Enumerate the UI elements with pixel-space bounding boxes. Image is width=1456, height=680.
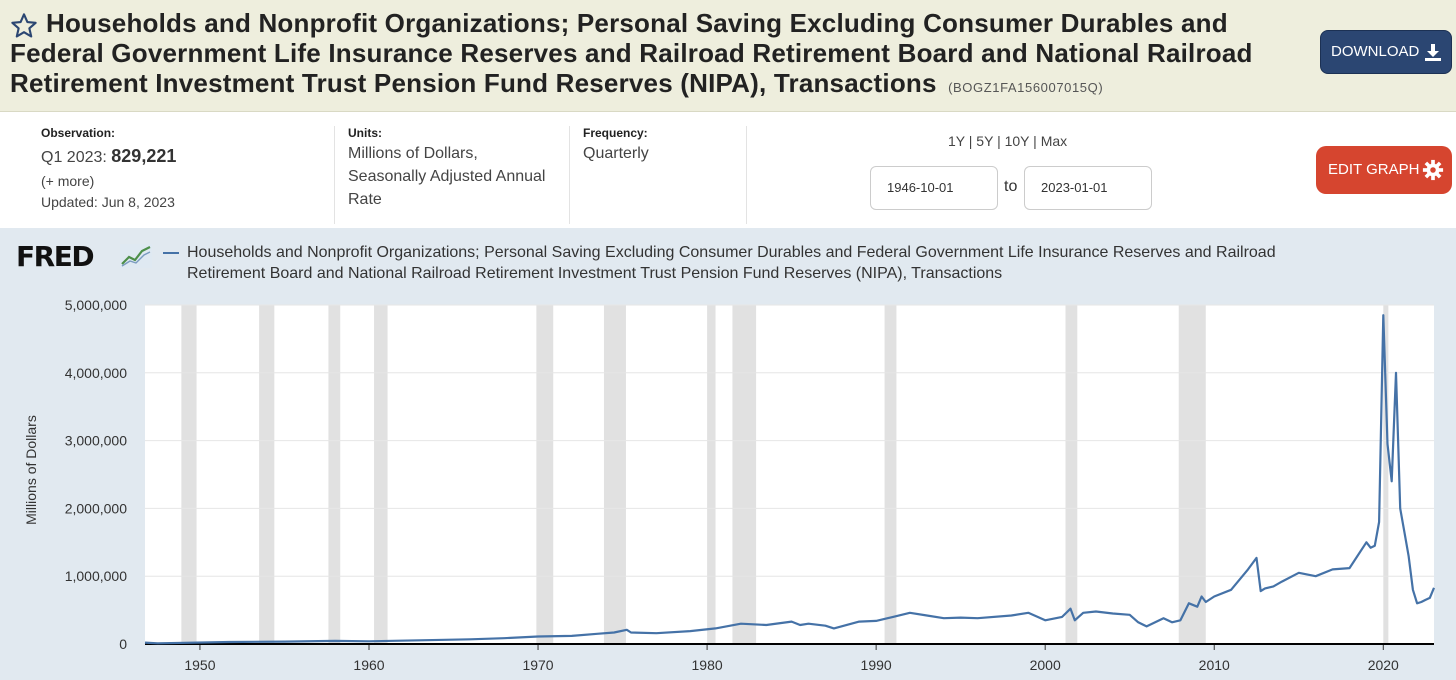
series-title: Households and Nonprofit Organizations; …	[10, 8, 1280, 103]
to-label: to	[1004, 178, 1018, 195]
x-tick-label: 1980	[692, 657, 723, 673]
start-date-input[interactable]: 1946-10-01	[870, 166, 998, 210]
download-button[interactable]: DOWNLOAD	[1320, 30, 1452, 74]
end-date-input[interactable]: 2023-01-01	[1024, 166, 1152, 210]
recession-band	[732, 305, 757, 644]
x-tick-label: 1970	[522, 657, 553, 673]
date-range-shortcuts: 1Y | 5Y | 10Y | Max	[948, 133, 1067, 149]
recession-band	[328, 305, 341, 644]
fred-chart-icon	[120, 244, 152, 268]
recession-band	[374, 305, 388, 644]
download-label: DOWNLOAD	[1331, 43, 1420, 60]
fred-logo[interactable]: FRED	[16, 240, 95, 273]
range-max-link[interactable]: Max	[1040, 133, 1068, 149]
y-tick-label: 1,000,000	[65, 568, 127, 584]
y-tick-label: 0	[119, 636, 127, 652]
legend-label: Households and Nonprofit Organizations; …	[187, 244, 1276, 282]
chart-area: FRED Households and Nonprofit Organizati…	[0, 228, 1456, 680]
x-tick-label: 1990	[861, 657, 892, 673]
y-tick-label: 4,000,000	[65, 365, 127, 381]
units-line-3: Rate	[348, 191, 382, 208]
y-tick-label: 5,000,000	[65, 297, 127, 313]
range-10y-link[interactable]: 10Y	[1004, 133, 1030, 149]
x-tick-label: 2020	[1368, 657, 1399, 673]
x-tick-label: 1950	[184, 657, 215, 673]
gear-icon	[1422, 159, 1444, 181]
range-1y-link[interactable]: 1Y	[948, 133, 965, 149]
x-tick-label: 2000	[1030, 657, 1061, 673]
series-id: (BOGZ1FA156007015Q)	[948, 80, 1104, 95]
observation-period: Q1 2023:	[41, 149, 107, 166]
divider	[334, 126, 335, 224]
units-line-1: Millions of Dollars,	[348, 145, 478, 162]
plot-background	[145, 305, 1434, 644]
x-tick-label: 2010	[1199, 657, 1230, 673]
recession-band	[707, 305, 716, 644]
divider	[569, 126, 570, 224]
separator: |	[997, 133, 1001, 149]
metadata-row: Observation: Q1 2023: 829,221 (+ more) U…	[0, 112, 1456, 228]
observation-line: Q1 2023: 829,221	[41, 145, 176, 169]
recession-band	[1383, 305, 1389, 644]
more-observations-link[interactable]: (+ more)	[41, 173, 95, 189]
units-label: Units:	[348, 126, 382, 140]
range-5y-link[interactable]: 5Y	[976, 133, 994, 149]
frequency-label: Frequency:	[583, 126, 648, 140]
download-icon	[1425, 44, 1441, 61]
edit-graph-label: EDIT GRAPH	[1328, 161, 1420, 178]
recession-band	[259, 305, 275, 644]
frequency-value: Quarterly	[583, 145, 649, 162]
separator: |	[968, 133, 973, 149]
recession-band	[884, 305, 897, 644]
y-tick-label: 2,000,000	[65, 500, 127, 516]
x-tick-label: 1960	[353, 657, 384, 673]
observation-label: Observation:	[41, 126, 116, 140]
units-value: Millions of Dollars, Seasonally Adjusted…	[348, 142, 545, 211]
series-title-text: Households and Nonprofit Organizations; …	[10, 8, 1253, 98]
recession-band	[536, 305, 554, 644]
header-band: Households and Nonprofit Organizations; …	[0, 0, 1456, 112]
observation-value: 829,221	[111, 146, 177, 166]
chart-svg: 0 1,000,000 2,000,000 3,000,000 4,000,000 5,0…	[65, 297, 1436, 673]
series-line	[144, 314, 1436, 645]
edit-graph-button[interactable]: EDIT GRAPH	[1316, 146, 1452, 194]
legend-swatch	[163, 252, 179, 254]
separator: |	[1033, 133, 1037, 149]
recession-band	[603, 305, 626, 644]
recession-band	[1178, 305, 1206, 644]
recession-band	[181, 305, 197, 644]
updated-date: Updated: Jun 8, 2023	[41, 194, 175, 210]
units-line-2: Seasonally Adjusted Annual	[348, 168, 546, 185]
divider	[746, 126, 747, 224]
recession-band	[1065, 305, 1078, 644]
star-outline-icon[interactable]	[10, 12, 38, 40]
y-tick-label: 3,000,000	[65, 433, 127, 449]
